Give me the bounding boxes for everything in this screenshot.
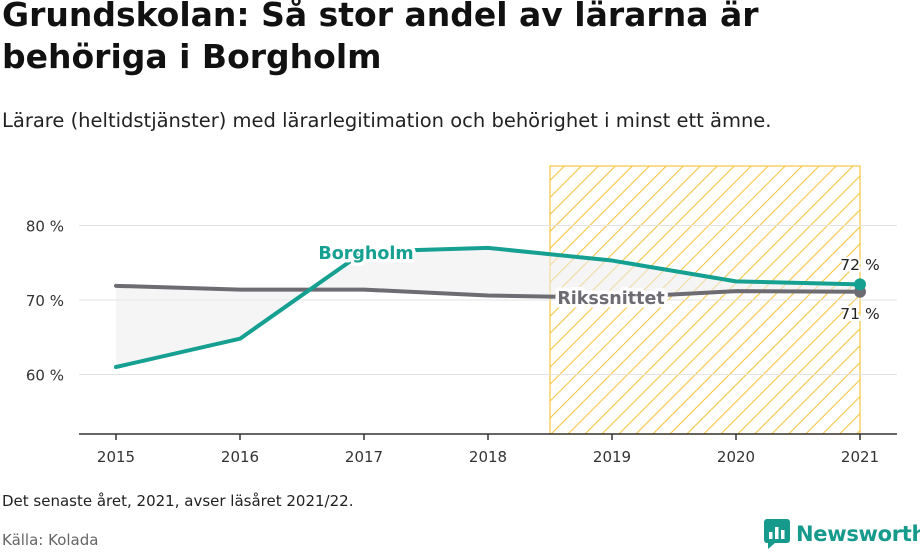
brand-name: Newsworthy: [796, 522, 920, 546]
newsworthy-logo-icon: [764, 519, 790, 549]
x-tick-label: 2018: [469, 448, 507, 466]
brand-logo-block: Newsworthy: [764, 519, 920, 549]
y-tick-label: 80 %: [26, 218, 64, 236]
footnote: Det senaste året, 2021, avser läsåret 20…: [2, 492, 354, 510]
chart-title: Grundskolan: Så stor andel av lärarna är…: [2, 0, 759, 76]
series-line-borgholm: [114, 245, 862, 369]
series-label-rikssnittet: Rikssnittet: [557, 289, 664, 309]
end-value-label-rikssnittet: 71 %: [840, 305, 879, 323]
series-label-borgholm: Borgholm: [318, 244, 413, 264]
x-tick-label: 2021: [841, 448, 879, 466]
source-note: Källa: Kolada: [2, 531, 99, 549]
x-tick-label: 2016: [221, 448, 259, 466]
x-tick-label: 2017: [345, 448, 383, 466]
x-tick-label: 2019: [593, 448, 631, 466]
difference-band: [116, 247, 860, 367]
series-line-rikssnittet: [114, 283, 862, 300]
y-tick-label: 70 %: [26, 292, 64, 310]
x-tick-label: 2015: [97, 448, 135, 466]
chart-subtitle: Lärare (heltidstjänster) med lärarlegiti…: [2, 109, 772, 132]
y-tick-label: 60 %: [26, 366, 64, 384]
end-value-label-borgholm: 72 %: [840, 256, 879, 274]
x-tick-label: 2020: [717, 448, 755, 466]
end-point-borgholm: [854, 278, 866, 291]
